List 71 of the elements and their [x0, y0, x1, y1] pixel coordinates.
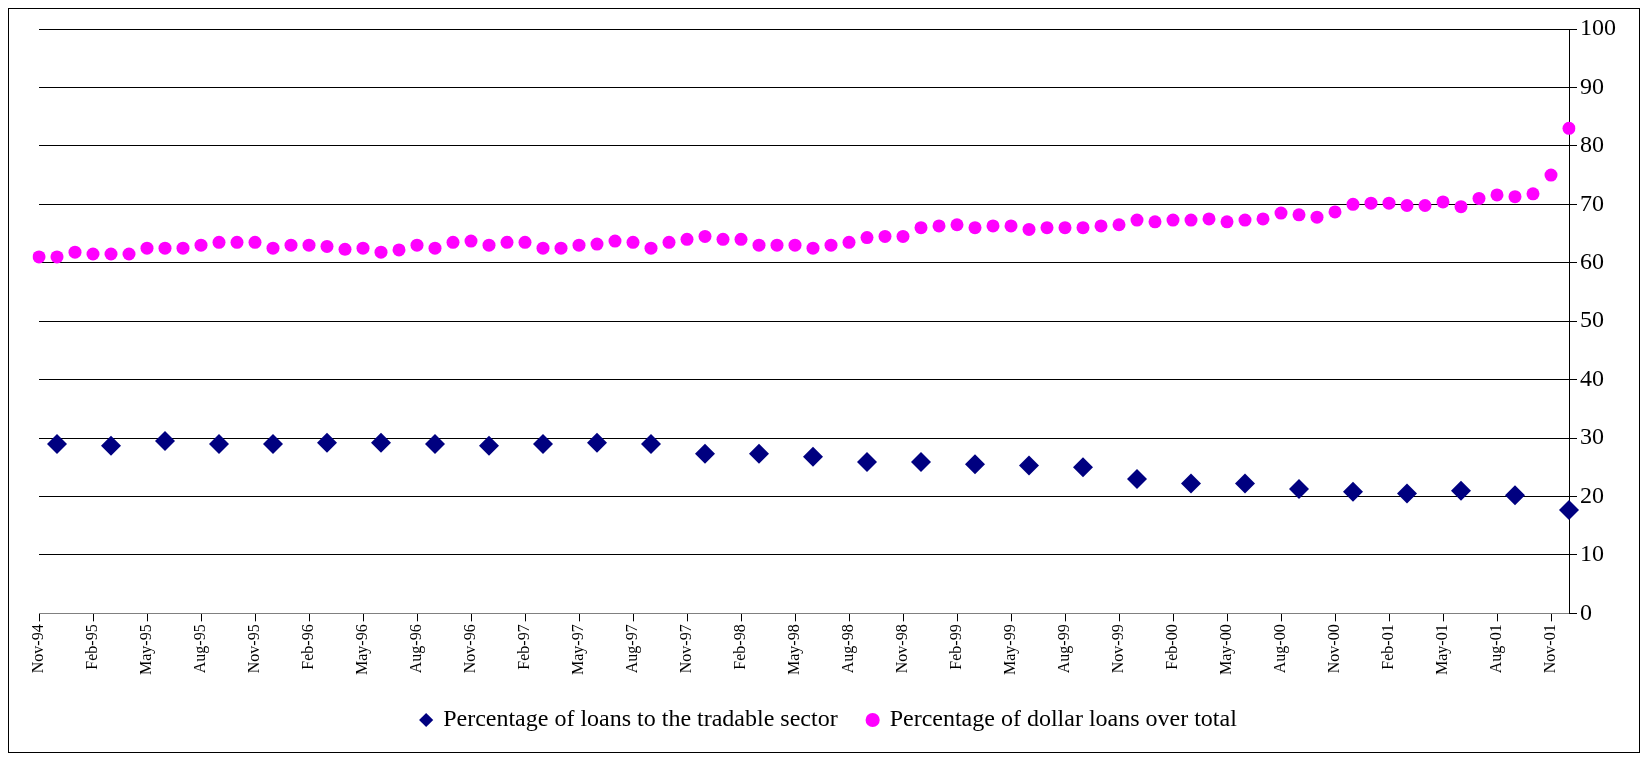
- point: [209, 433, 229, 454]
- point: [749, 443, 769, 464]
- x-tick-label: Nov-01: [1541, 624, 1559, 674]
- y-tick-label: 0: [1580, 598, 1592, 625]
- y-tick-label: 90: [1580, 72, 1604, 99]
- x-tick-label: Feb-99: [947, 624, 965, 670]
- x-tick-label: Feb-96: [299, 624, 317, 670]
- point: [1127, 468, 1147, 489]
- x-tick-label: Nov-97: [677, 624, 695, 674]
- x-tick-label: Aug-95: [191, 624, 210, 674]
- point: [317, 432, 337, 453]
- point: [371, 432, 391, 453]
- y-tick-label: 20: [1580, 481, 1604, 508]
- x-tick-label: Aug-01: [1487, 624, 1506, 674]
- x-tick-label: May-00: [1217, 624, 1236, 675]
- point: [857, 452, 877, 472]
- point: [1235, 473, 1255, 494]
- point: [425, 433, 445, 454]
- x-tick-label: Feb-97: [515, 624, 533, 670]
- x-tick-label: Aug-97: [623, 624, 642, 674]
- y-tick-label: 70: [1580, 189, 1604, 216]
- x-tick-label: May-01: [1433, 624, 1452, 675]
- x-tick-label: Aug-99: [1055, 624, 1074, 674]
- point: [47, 433, 67, 454]
- point: [911, 452, 931, 472]
- point: [1019, 455, 1039, 476]
- x-tick-label: Nov-00: [1325, 624, 1343, 674]
- x-tick-label: May-95: [137, 624, 156, 675]
- point: [1073, 457, 1093, 478]
- y-tick-label: 40: [1580, 364, 1604, 391]
- x-tick-label: Aug-98: [839, 624, 858, 674]
- x-tick-label: Aug-00: [1271, 624, 1290, 674]
- legend-label: Percentage of loans to the tradable sector: [443, 705, 838, 732]
- point: [803, 446, 823, 467]
- x-tick-label: May-99: [1001, 624, 1020, 675]
- point: [1451, 480, 1471, 501]
- y-tick-label: 80: [1580, 131, 1604, 158]
- x-tick-label: Nov-99: [1109, 624, 1127, 674]
- point: [1397, 483, 1417, 504]
- point: [533, 433, 553, 454]
- point: [1505, 485, 1525, 506]
- point: [101, 435, 121, 456]
- point: [1559, 499, 1579, 520]
- y-tick-label: 30: [1580, 423, 1604, 450]
- x-tick-label: Feb-01: [1379, 624, 1397, 670]
- point: [965, 454, 985, 475]
- x-tick-label: Nov-98: [893, 624, 911, 674]
- point: [695, 443, 715, 464]
- point: [641, 433, 661, 454]
- x-tick-label: May-98: [785, 624, 804, 675]
- x-tick-label: Feb-98: [731, 624, 749, 670]
- x-tick-label: Feb-95: [83, 624, 101, 670]
- point: [263, 433, 283, 454]
- y-tick-label: 100: [1580, 14, 1616, 41]
- point: [1181, 473, 1201, 494]
- point: [1289, 478, 1309, 499]
- x-tick-label: May-97: [569, 624, 588, 675]
- point: [479, 435, 499, 456]
- y-tick-label: 50: [1580, 306, 1604, 333]
- y-tick-label: 60: [1580, 248, 1604, 275]
- y-tick-label: 10: [1580, 540, 1604, 567]
- x-tick-label: May-96: [353, 624, 372, 675]
- point: [587, 432, 607, 453]
- point: [1343, 481, 1363, 502]
- x-tick-label: Aug-96: [407, 624, 426, 674]
- x-tick-label: Nov-96: [461, 624, 479, 674]
- x-tick-label: Feb-00: [1163, 624, 1181, 670]
- legend-label: Percentage of dollar loans over total: [889, 705, 1238, 732]
- point: [155, 430, 175, 451]
- x-tick-label: Nov-94: [29, 624, 47, 674]
- x-tick-label: Nov-95: [245, 624, 263, 674]
